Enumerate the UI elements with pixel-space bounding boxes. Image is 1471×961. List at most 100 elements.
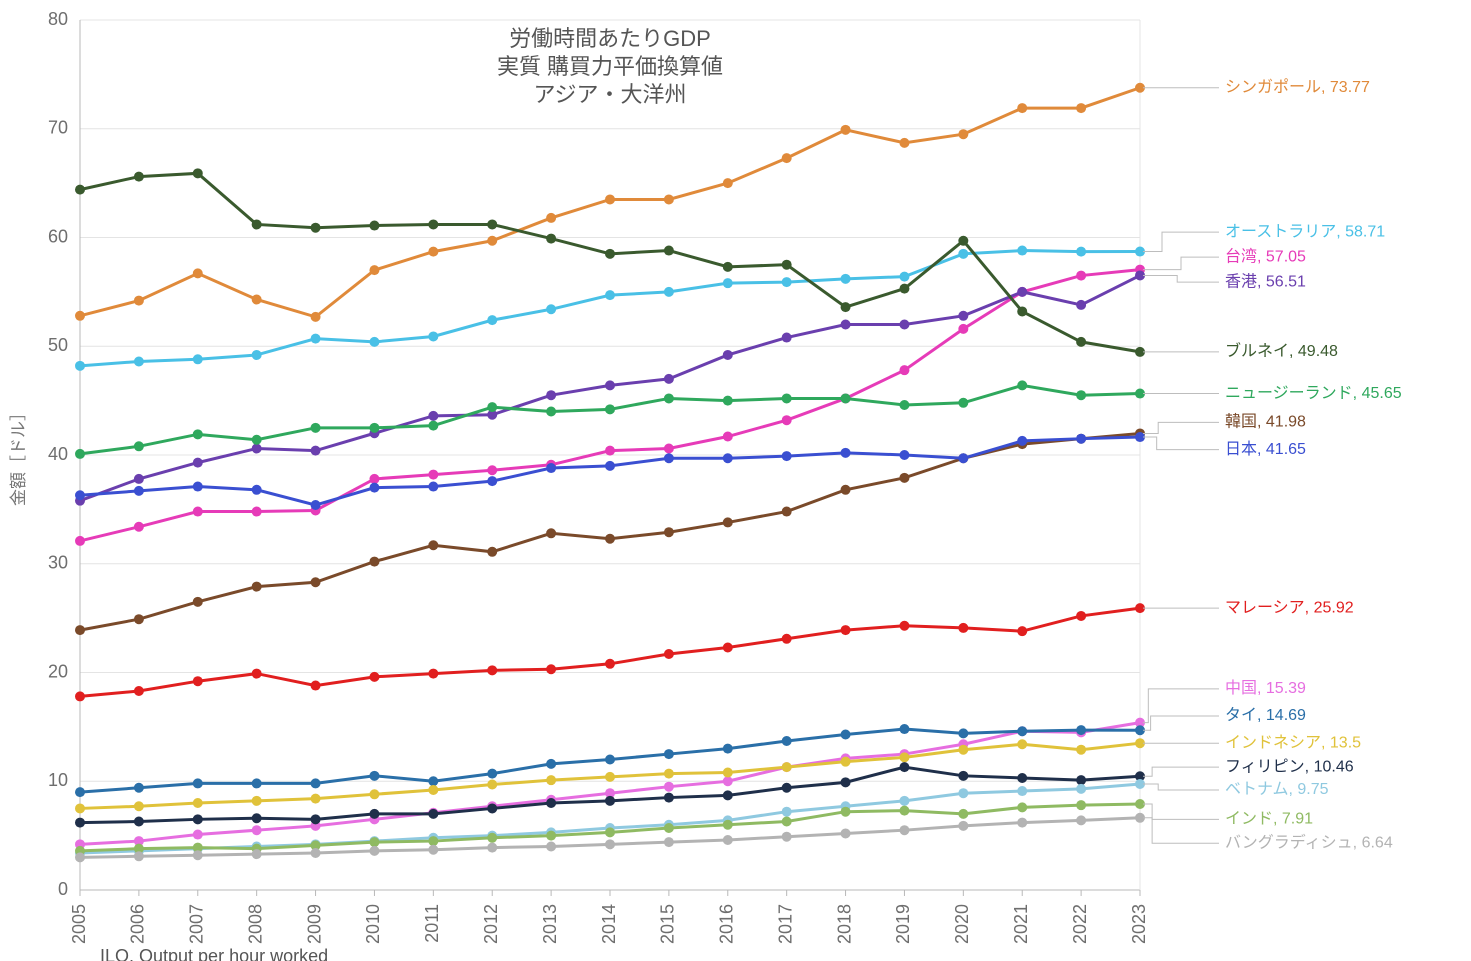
- legend-leader: [1143, 784, 1219, 790]
- series-marker: [75, 818, 85, 828]
- series-marker: [899, 621, 909, 631]
- series-marker: [664, 837, 674, 847]
- series-marker: [1017, 802, 1027, 812]
- series-marker: [605, 534, 615, 544]
- series-marker: [134, 686, 144, 696]
- series-end-label: マレーシア, 25.92: [1225, 599, 1354, 616]
- series-marker: [193, 458, 203, 468]
- series-marker: [899, 400, 909, 410]
- series-end-label: バングラディシュ, 6.64: [1225, 832, 1393, 851]
- series-marker: [723, 517, 733, 527]
- series-marker: [723, 278, 733, 288]
- series-marker: [1076, 300, 1086, 310]
- series-marker: [311, 312, 321, 322]
- series-marker: [899, 762, 909, 772]
- legend-leader: [1143, 689, 1219, 723]
- series-end-label: ベトナム, 9.75: [1225, 781, 1329, 798]
- series-marker: [75, 361, 85, 371]
- series-marker: [252, 485, 262, 495]
- series-marker: [899, 825, 909, 835]
- series-marker: [369, 789, 379, 799]
- legend-leader: [1143, 716, 1219, 730]
- series-marker: [1076, 434, 1086, 444]
- series-marker: [428, 482, 438, 492]
- series-marker: [723, 396, 733, 406]
- series-marker: [428, 836, 438, 846]
- series-marker: [75, 449, 85, 459]
- series-marker: [252, 435, 262, 445]
- series-marker: [605, 827, 615, 837]
- series-marker: [369, 672, 379, 682]
- series-marker: [193, 778, 203, 788]
- series-marker: [193, 814, 203, 824]
- series-marker: [782, 832, 792, 842]
- series-marker: [841, 320, 851, 330]
- series-marker: [664, 793, 674, 803]
- series-marker: [782, 393, 792, 403]
- series-marker: [311, 814, 321, 824]
- series-marker: [134, 474, 144, 484]
- series-marker: [75, 787, 85, 797]
- series-end-label: ニュージーランド, 45.65: [1225, 385, 1402, 402]
- x-tick-label: 2009: [304, 904, 324, 944]
- series-marker: [369, 265, 379, 275]
- series-marker: [841, 302, 851, 312]
- series-marker: [193, 482, 203, 492]
- series-marker: [605, 249, 615, 259]
- series-marker: [664, 823, 674, 833]
- series-marker: [782, 762, 792, 772]
- x-tick-label: 2016: [717, 904, 737, 944]
- legend-leader: [1143, 804, 1219, 819]
- series-marker: [428, 219, 438, 229]
- y-tick-label: 10: [48, 770, 68, 790]
- series-marker: [1017, 786, 1027, 796]
- series-marker: [664, 782, 674, 792]
- series-marker: [75, 185, 85, 195]
- x-tick-label: 2014: [599, 904, 619, 944]
- x-tick-label: 2021: [1011, 904, 1031, 944]
- series-marker: [487, 769, 497, 779]
- series-marker: [899, 365, 909, 375]
- series-marker: [134, 614, 144, 624]
- series-end-label: 台湾, 57.05: [1225, 247, 1306, 265]
- series-marker: [134, 486, 144, 496]
- series-marker: [369, 221, 379, 231]
- series-marker: [899, 284, 909, 294]
- series-marker: [782, 277, 792, 287]
- chart-source: ILO, Output per hour worked: [100, 946, 328, 961]
- series-marker: [899, 796, 909, 806]
- y-tick-label: 50: [48, 335, 68, 355]
- series-marker: [311, 423, 321, 433]
- series-marker: [958, 745, 968, 755]
- series-marker: [605, 404, 615, 414]
- series-marker: [252, 778, 262, 788]
- series-marker: [487, 833, 497, 843]
- series-marker: [782, 783, 792, 793]
- series-end-label: インド, 7.91: [1225, 811, 1313, 828]
- series-marker: [958, 453, 968, 463]
- series-marker: [1076, 775, 1086, 785]
- series-marker: [1076, 784, 1086, 794]
- x-tick-label: 2007: [187, 904, 207, 944]
- x-tick-label: 2011: [422, 904, 442, 943]
- series-marker: [134, 816, 144, 826]
- series-marker: [605, 839, 615, 849]
- series-marker: [428, 421, 438, 431]
- series-marker: [252, 350, 262, 360]
- series-marker: [899, 320, 909, 330]
- series-marker: [958, 809, 968, 819]
- series-marker: [487, 465, 497, 475]
- series-marker: [605, 659, 615, 669]
- legend-leader: [1143, 275, 1219, 282]
- chart-page: { "chart": { "type": "line", "title_line…: [0, 0, 1471, 961]
- series-marker: [252, 582, 262, 592]
- series-marker: [428, 669, 438, 679]
- series-marker: [1076, 103, 1086, 113]
- series-marker: [1076, 725, 1086, 735]
- series-marker: [252, 443, 262, 453]
- series-marker: [1076, 247, 1086, 257]
- series-marker: [899, 724, 909, 734]
- x-tick-label: 2017: [775, 904, 795, 944]
- series-marker: [428, 470, 438, 480]
- series-marker: [664, 443, 674, 453]
